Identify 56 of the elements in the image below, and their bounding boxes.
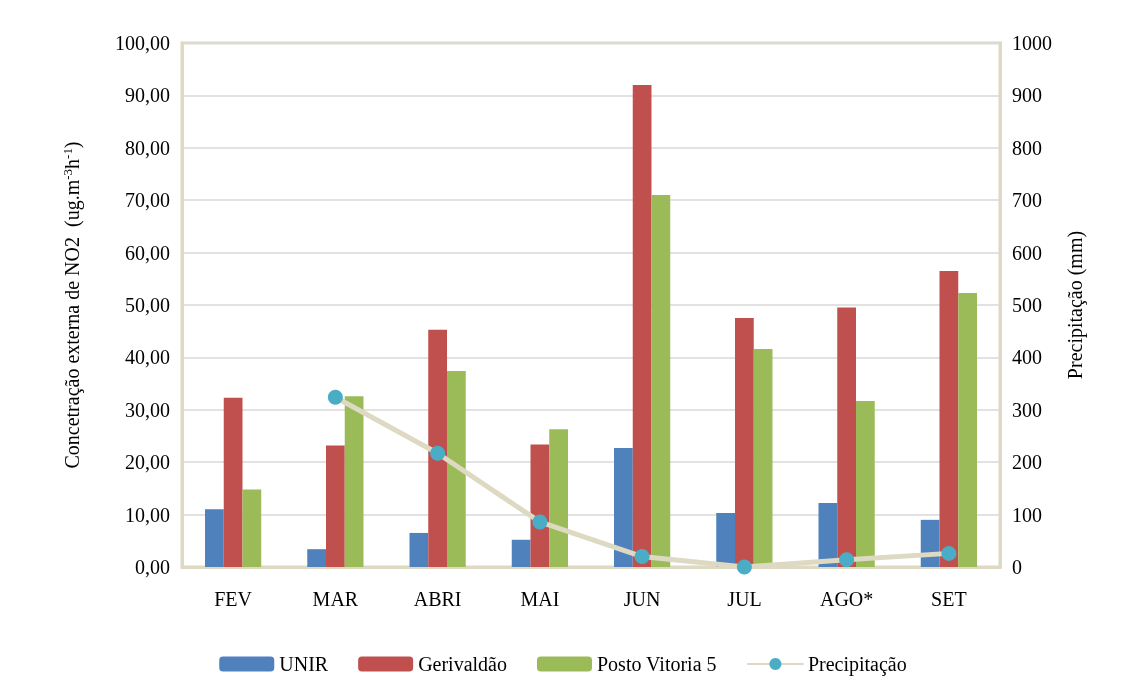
x-tick-label: MAR bbox=[312, 588, 359, 610]
y2-tick-label: 600 bbox=[1012, 241, 1042, 264]
y-tick-label: 10,00 bbox=[125, 503, 170, 526]
y2-tick-label: 300 bbox=[1012, 398, 1042, 421]
bar bbox=[344, 396, 364, 567]
y2-tick-label: 500 bbox=[1012, 294, 1042, 316]
x-tick-label: FEV bbox=[214, 588, 253, 610]
bar bbox=[223, 397, 243, 567]
bar bbox=[428, 329, 447, 567]
x-tick-label: ABRI bbox=[413, 588, 462, 610]
x-tick-label: JUL bbox=[727, 588, 762, 610]
y2-tick-label: 400 bbox=[1012, 346, 1042, 369]
y2-axis-title: Precipitação (mm) bbox=[1064, 230, 1087, 380]
bar bbox=[651, 194, 671, 567]
bar bbox=[958, 292, 977, 567]
bar bbox=[549, 429, 568, 567]
bar bbox=[530, 444, 550, 567]
bar bbox=[856, 400, 875, 567]
y-tick-label: 100,00 bbox=[115, 32, 170, 54]
bar bbox=[447, 371, 466, 567]
legend-label: Posto Vitoria 5 bbox=[596, 653, 717, 675]
y2-tick-label: 700 bbox=[1012, 189, 1042, 212]
bar bbox=[511, 539, 531, 567]
bar bbox=[409, 532, 429, 567]
y-tick-label: 30,00 bbox=[125, 398, 170, 421]
x-tick-label: MAI bbox=[520, 588, 560, 610]
y2-tick-label: 200 bbox=[1012, 451, 1042, 474]
bar bbox=[939, 270, 959, 567]
y-tick-label: 80,00 bbox=[125, 136, 170, 159]
bar bbox=[205, 509, 224, 567]
bar bbox=[837, 307, 856, 567]
bar bbox=[753, 349, 773, 567]
y2-tick-label: 900 bbox=[1012, 84, 1042, 107]
legend-label: Gerivaldão bbox=[418, 653, 507, 675]
y2-tick-label: 1000 bbox=[1012, 32, 1052, 54]
bar bbox=[326, 445, 345, 567]
y-tick-label: 90,00 bbox=[125, 84, 170, 107]
y-tick-label: 70,00 bbox=[125, 189, 170, 212]
x-tick-label: SET bbox=[931, 588, 967, 610]
y-tick-label: 60,00 bbox=[125, 241, 170, 264]
y-tick-label: 40,00 bbox=[125, 346, 170, 369]
bar bbox=[307, 549, 326, 567]
y2-tick-label: 800 bbox=[1012, 136, 1042, 159]
y2-tick-label: 100 bbox=[1012, 503, 1042, 526]
x-tick-label: JUN bbox=[623, 588, 661, 610]
legend-label: UNIR bbox=[279, 653, 329, 675]
bar bbox=[242, 489, 262, 567]
bar bbox=[632, 84, 652, 567]
bar bbox=[614, 448, 633, 567]
bar bbox=[735, 318, 754, 567]
legend-label: Precipitação bbox=[807, 653, 907, 676]
y-tick-label: 0,00 bbox=[135, 556, 170, 578]
x-tick-label: AGO* bbox=[819, 588, 874, 610]
y-tick-label: 20,00 bbox=[125, 451, 170, 474]
y-tick-label: 50,00 bbox=[125, 294, 170, 316]
y2-tick-label: 0 bbox=[1012, 556, 1022, 578]
